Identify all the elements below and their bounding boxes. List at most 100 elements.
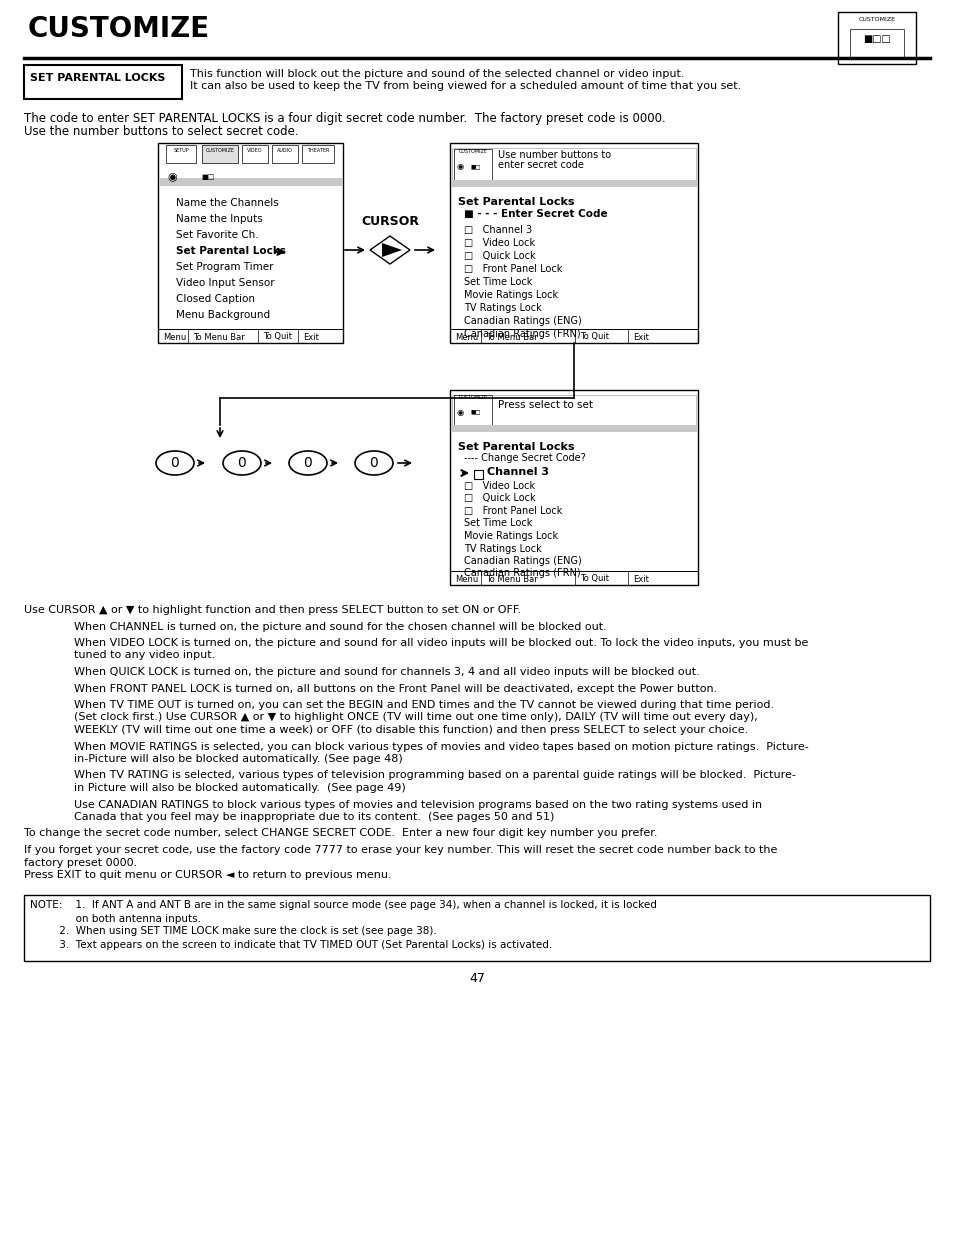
Text: Name the Inputs: Name the Inputs	[175, 214, 262, 224]
Text: □   Quick Lock: □ Quick Lock	[463, 251, 535, 261]
Text: To Menu Bar: To Menu Bar	[485, 332, 537, 342]
Ellipse shape	[223, 451, 261, 475]
Text: CUSTOMIZE: CUSTOMIZE	[458, 395, 487, 400]
Bar	[159, 178, 341, 186]
Text: To Menu Bar: To Menu Bar	[485, 574, 537, 583]
Text: Channel 3: Channel 3	[486, 467, 548, 477]
Text: Exit: Exit	[633, 574, 648, 583]
Text: Set Parental Locks: Set Parental Locks	[457, 442, 574, 452]
Text: □   Channel 3: □ Channel 3	[463, 225, 532, 235]
Text: Exit: Exit	[303, 332, 318, 342]
Polygon shape	[370, 236, 410, 264]
Text: Canadian Ratings (FRN): Canadian Ratings (FRN)	[463, 568, 580, 578]
Text: Set Time Lock: Set Time Lock	[463, 277, 532, 287]
Bar	[474, 471, 482, 479]
Text: When FRONT PANEL LOCK is turned on, all buttons on the Front Panel will be deact: When FRONT PANEL LOCK is turned on, all …	[74, 683, 717, 694]
Text: Set Time Lock: Set Time Lock	[463, 519, 532, 529]
Text: Menu: Menu	[455, 574, 477, 583]
Text: 0: 0	[303, 456, 312, 471]
Text: To Menu Bar: To Menu Bar	[193, 332, 245, 342]
Text: □   Video Lock: □ Video Lock	[463, 480, 535, 492]
Text: Canada that you feel may be inappropriate due to its content.  (See pages 50 and: Canada that you feel may be inappropriat…	[74, 811, 554, 823]
Text: When QUICK LOCK is turned on, the picture and sound for channels 3, 4 and all vi: When QUICK LOCK is turned on, the pictur…	[74, 667, 699, 677]
Text: Movie Ratings Lock: Movie Ratings Lock	[463, 531, 558, 541]
Polygon shape	[381, 243, 401, 257]
Bar	[451, 425, 697, 432]
Bar	[202, 144, 237, 163]
Text: This function will block out the picture and sound of the selected channel or vi: This function will block out the picture…	[190, 69, 684, 79]
Bar	[24, 65, 182, 99]
Text: SET PARENTAL LOCKS: SET PARENTAL LOCKS	[30, 73, 165, 83]
Text: AUDIO: AUDIO	[276, 148, 293, 153]
Text: CURSOR: CURSOR	[360, 215, 418, 228]
Text: When TV TIME OUT is turned on, you can set the BEGIN and END times and the TV ca: When TV TIME OUT is turned on, you can s…	[74, 700, 773, 710]
Text: ■ - - - Enter Secret Code: ■ - - - Enter Secret Code	[463, 209, 607, 219]
Text: 2.  When using SET TIME LOCK make sure the clock is set (see page 38).: 2. When using SET TIME LOCK make sure th…	[30, 926, 436, 936]
Text: Use the number buttons to select secret code.: Use the number buttons to select secret …	[24, 125, 298, 138]
Bar	[454, 149, 492, 182]
Text: □   Front Panel Lock: □ Front Panel Lock	[463, 506, 561, 516]
Text: SETUP: SETUP	[173, 148, 189, 153]
Text: ■□: ■□	[470, 410, 480, 415]
Text: CUSTOMIZE: CUSTOMIZE	[458, 149, 487, 154]
Text: When CHANNEL is turned on, the picture and sound for the chosen channel will be : When CHANNEL is turned on, the picture a…	[74, 621, 606, 631]
Text: Closed Caption: Closed Caption	[175, 294, 254, 304]
Text: When TV RATING is selected, various types of television programming based on a p: When TV RATING is selected, various type…	[74, 771, 795, 781]
Text: Set Parental Locks: Set Parental Locks	[457, 198, 574, 207]
Text: Set Parental Locks: Set Parental Locks	[175, 246, 286, 256]
Bar	[452, 395, 696, 429]
Text: ■□: ■□	[470, 164, 480, 169]
Text: Menu: Menu	[455, 332, 477, 342]
Text: Set Favorite Ch.: Set Favorite Ch.	[175, 230, 258, 240]
Text: Press EXIT to quit menu or CURSOR ◄ to return to previous menu.: Press EXIT to quit menu or CURSOR ◄ to r…	[24, 869, 392, 881]
Bar	[166, 144, 195, 163]
Text: TV Ratings Lock: TV Ratings Lock	[463, 303, 541, 312]
Text: in Picture will also be blocked automatically.  (See page 49): in Picture will also be blocked automati…	[74, 783, 405, 793]
Ellipse shape	[289, 451, 327, 475]
Text: 0: 0	[369, 456, 378, 471]
Text: If you forget your secret code, use the factory code 7777 to erase your key numb: If you forget your secret code, use the …	[24, 845, 777, 855]
Text: in-Picture will also be blocked automatically. (See page 48): in-Picture will also be blocked automati…	[74, 755, 402, 764]
Text: ◉: ◉	[167, 172, 176, 182]
Text: 47: 47	[469, 972, 484, 986]
Text: Press select to set: Press select to set	[497, 400, 593, 410]
Text: Menu: Menu	[163, 332, 186, 342]
Text: The code to enter SET PARENTAL LOCKS is a four digit secret code number.  The fa: The code to enter SET PARENTAL LOCKS is …	[24, 112, 665, 125]
Text: Menu Background: Menu Background	[175, 310, 270, 320]
Text: THEATER: THEATER	[307, 148, 329, 153]
Bar	[242, 144, 268, 163]
Bar	[302, 144, 334, 163]
Text: □   Quick Lock: □ Quick Lock	[463, 494, 535, 504]
Bar	[849, 28, 903, 57]
Text: CUSTOMIZE: CUSTOMIZE	[205, 148, 234, 153]
Text: Canadian Ratings (ENG): Canadian Ratings (ENG)	[463, 316, 581, 326]
Bar	[24, 894, 929, 961]
Text: CUSTOMIZE: CUSTOMIZE	[28, 15, 210, 43]
Text: NOTE:    1.  If ANT A and ANT B are in the same signal source mode (see page 34): NOTE: 1. If ANT A and ANT B are in the s…	[30, 900, 657, 910]
Text: on both antenna inputs.: on both antenna inputs.	[30, 914, 201, 924]
Text: ◉: ◉	[456, 408, 463, 416]
Text: Use CANADIAN RATINGS to block various types of movies and television programs ba: Use CANADIAN RATINGS to block various ty…	[74, 799, 761, 809]
Text: Video Input Sensor: Video Input Sensor	[175, 278, 274, 288]
Text: tuned to any video input.: tuned to any video input.	[74, 651, 215, 661]
Bar	[450, 143, 698, 343]
Text: Exit: Exit	[633, 332, 648, 342]
Text: ■□□: ■□□	[862, 35, 890, 44]
Bar	[452, 148, 696, 183]
Text: 0: 0	[237, 456, 246, 471]
Text: WEEKLY (TV will time out one time a week) or OFF (to disable this function) and : WEEKLY (TV will time out one time a week…	[74, 725, 747, 735]
Text: 0: 0	[171, 456, 179, 471]
Text: It can also be used to keep the TV from being viewed for a scheduled amount of t: It can also be used to keep the TV from …	[190, 82, 740, 91]
Bar	[450, 390, 698, 585]
Ellipse shape	[355, 451, 393, 475]
Text: Movie Ratings Lock: Movie Ratings Lock	[463, 290, 558, 300]
Text: ---- Change Secret Code?: ---- Change Secret Code?	[463, 453, 585, 463]
Text: Name the Channels: Name the Channels	[175, 198, 278, 207]
Text: ■□: ■□	[201, 174, 214, 180]
Bar	[272, 144, 297, 163]
Text: Use CURSOR ▲ or ▼ to highlight function and then press SELECT button to set ON o: Use CURSOR ▲ or ▼ to highlight function …	[24, 605, 520, 615]
Bar	[451, 180, 697, 186]
Text: (Set clock first.) Use CURSOR ▲ or ▼ to highlight ONCE (TV will time out one tim: (Set clock first.) Use CURSOR ▲ or ▼ to …	[74, 713, 757, 722]
Text: Canadian Ratings (FRN): Canadian Ratings (FRN)	[463, 329, 580, 338]
Text: Set Program Timer: Set Program Timer	[175, 262, 274, 272]
